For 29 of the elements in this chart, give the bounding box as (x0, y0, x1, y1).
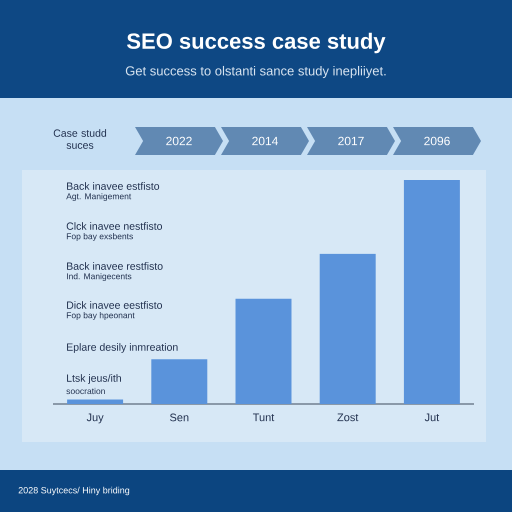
chart-subtitle: Get success to olstanti sance study inepliiyet. (126, 66, 386, 78)
annotation: Back inavee estfisto (67, 182, 160, 190)
annotation: Fop bay exsbents (66, 233, 133, 241)
text: 2096 (424, 136, 450, 146)
annotation: soocration (66, 388, 105, 394)
bar (67, 400, 124, 404)
annotation: Ind. Manigecents (66, 273, 132, 281)
x-tick-label: Sen (170, 414, 188, 422)
annotation: Clck inavee nestfisto (66, 222, 162, 230)
x-tick-label: Jut (424, 414, 440, 422)
x-tick-label: Juy (86, 414, 104, 424)
x-tick-label: Tunt (252, 414, 274, 422)
text: 2028 Suytcecs/ Hiny briding (18, 486, 130, 496)
annotation: Fop bay hpeonant (66, 312, 135, 320)
annotation: Ltsk jeus/ith (67, 374, 121, 384)
text: 2014 (252, 136, 278, 146)
text: 2022 (166, 136, 192, 146)
text: Case studd suces (54, 129, 106, 149)
annotation: Dick inavee eestfisto (67, 301, 162, 309)
x-tick-label: Zost (337, 414, 358, 422)
annotation: Back inavee restfisto (67, 262, 163, 270)
chart-title: SEO success case study (126, 32, 386, 54)
bar (404, 180, 460, 404)
annotation: Eplare desily inmreation (67, 343, 178, 353)
annotation: Agt. Manigement (66, 193, 132, 201)
text: 2017 (338, 136, 364, 146)
bar (151, 359, 208, 404)
bar (236, 298, 292, 404)
bar (320, 254, 376, 404)
